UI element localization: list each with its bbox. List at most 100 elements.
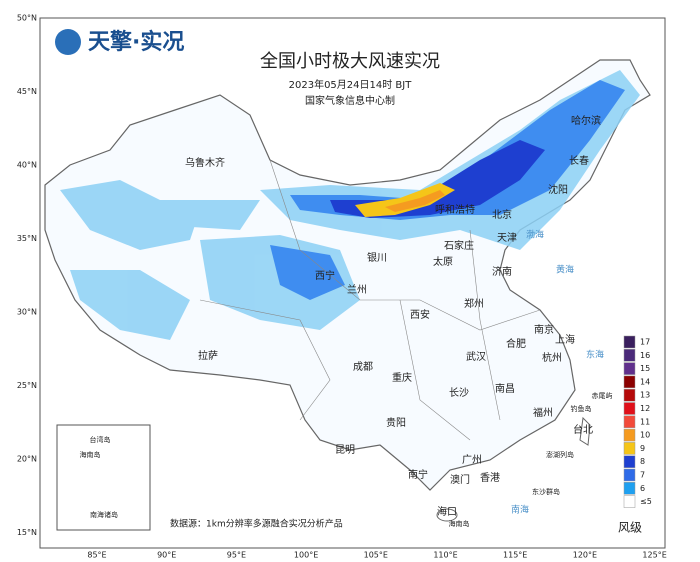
place-label: 海南岛	[449, 519, 470, 528]
legend-title: 风级	[618, 521, 642, 535]
city-label: 拉萨	[198, 349, 218, 362]
legend-label: 6	[640, 484, 645, 493]
legend-label: 17	[640, 338, 650, 347]
city-label: 石家庄	[444, 239, 474, 252]
legend-swatch	[623, 349, 636, 362]
city-label: 重庆	[392, 371, 412, 384]
city-label: 济南	[492, 265, 512, 278]
producer: 国家气象信息中心制	[305, 94, 395, 107]
city-label: 哈尔滨	[571, 114, 601, 127]
place-label: 东海	[586, 349, 604, 361]
city-label: 天津	[497, 232, 517, 244]
legend-label: ≤5	[640, 497, 652, 506]
place-label: 南海	[511, 504, 529, 516]
legend-swatch	[623, 428, 636, 442]
legend-label: 15	[640, 364, 650, 373]
legend-swatch	[623, 495, 636, 508]
wind-level-7	[270, 80, 625, 300]
city-label: 澳门	[450, 473, 470, 486]
lon-label: 110°E	[433, 551, 457, 560]
city-label: 长沙	[449, 387, 469, 399]
city-label: 合肥	[506, 337, 526, 350]
legend-label: 16	[640, 351, 650, 360]
place-label: 渤海	[526, 229, 544, 241]
inset-label: 海南岛	[80, 450, 101, 459]
city-label: 乌鲁木齐	[185, 156, 225, 169]
legend-label: 13	[640, 391, 650, 400]
taiwan	[579, 416, 591, 446]
city-label: 西安	[410, 308, 430, 321]
city-label: 成都	[353, 361, 373, 373]
lon-label: 100°E	[294, 551, 318, 560]
wind-level-10	[385, 190, 445, 212]
logo: 天擎·实况	[55, 29, 184, 55]
legend-swatch	[623, 375, 636, 389]
legend-label: 11	[640, 417, 650, 426]
place-label: 东沙群岛	[532, 487, 560, 496]
legend-swatch	[623, 415, 636, 429]
hainan	[436, 508, 458, 522]
city-label: 香港	[480, 472, 500, 484]
lat-label: 25°N	[17, 381, 37, 390]
wind-level-9	[355, 183, 455, 217]
city-label: 武汉	[466, 350, 486, 363]
province-borders	[199, 159, 541, 441]
lon-label: 105°E	[364, 551, 388, 560]
legend-swatch	[623, 402, 636, 415]
lat-label: 50°N	[17, 14, 37, 23]
lat-label: 15°N	[17, 528, 37, 537]
city-label: 广州	[462, 454, 482, 466]
inset-frame	[56, 424, 151, 531]
place-label: 黄海	[556, 264, 574, 276]
legend-label: 12	[640, 404, 650, 413]
inset-label: 台湾岛	[90, 435, 111, 444]
city-label: 沈阳	[548, 183, 568, 196]
city-label: 西宁	[315, 269, 335, 282]
lat-label: 35°N	[17, 234, 37, 243]
legend-swatch	[623, 442, 636, 455]
legend-label: 8	[640, 457, 645, 466]
title: 全国小时极大风速实况	[260, 51, 440, 72]
lon-label: 90°E	[157, 551, 176, 560]
legend-swatch	[623, 335, 636, 349]
lon-label: 85°E	[87, 551, 106, 560]
legend-label: 14	[640, 377, 650, 386]
place-label: 澎湖列岛	[546, 450, 574, 459]
city-label: 贵阳	[386, 416, 406, 429]
subtitle: 2023年05月24日14时 BJT	[289, 78, 413, 91]
city-label: 台北	[573, 423, 593, 436]
legend-label: 10	[640, 431, 650, 440]
lon-label: 115°E	[503, 551, 527, 560]
city-label: 杭州	[542, 351, 562, 364]
legend-swatch	[623, 455, 636, 468]
legend-label: 7	[640, 471, 645, 480]
legend-swatch	[623, 468, 636, 482]
lon-label: 125°E	[642, 551, 666, 560]
place-label: 赤尾屿	[592, 391, 613, 400]
inset-label: 南海诸岛	[90, 510, 118, 519]
city-label: 银川	[367, 251, 387, 264]
lat-label: 45°N	[17, 87, 37, 96]
lon-label: 120°E	[573, 551, 597, 560]
city-label: 海口	[437, 505, 457, 518]
city-label: 长春	[569, 155, 589, 167]
logo-text: 天擎·实况	[88, 29, 184, 55]
city-label: 郑州	[464, 297, 484, 310]
lat-label: 40°N	[17, 161, 37, 170]
city-label: 南宁	[408, 468, 428, 481]
city-label: 呼和浩特	[435, 204, 475, 216]
lon-label: 95°E	[227, 551, 246, 560]
city-label: 南京	[534, 323, 554, 336]
city-label: 福州	[533, 406, 553, 419]
city-label: 北京	[492, 208, 512, 221]
lat-label: 20°N	[17, 455, 37, 464]
legend-swatch	[623, 482, 636, 495]
city-label: 昆明	[335, 444, 355, 456]
place-label: 钓鱼岛	[571, 404, 592, 413]
source: 数据源：1km分辨率多源融合实况分析产品	[170, 518, 343, 530]
legend-swatch	[623, 388, 636, 402]
legend-label: 9	[640, 444, 645, 453]
legend-swatch	[623, 362, 636, 375]
city-label: 上海	[555, 333, 575, 346]
